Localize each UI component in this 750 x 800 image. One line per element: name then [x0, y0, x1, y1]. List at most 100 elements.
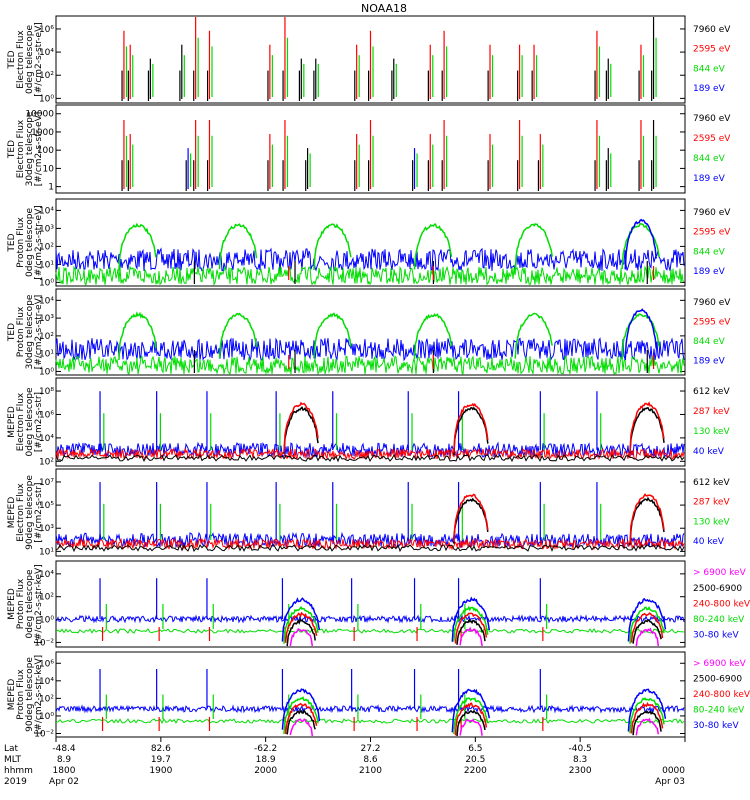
y-tick-label: 10⁰ — [39, 278, 54, 288]
y-tick-label: 10² — [39, 71, 54, 81]
legend-label: 40 keV — [693, 537, 725, 547]
y-tick-label: 10¹ — [39, 260, 54, 270]
y-tick-label: 10⁶ — [39, 25, 54, 35]
proton-arch — [289, 718, 314, 737]
proton-arch — [629, 697, 665, 734]
legend-label: 130 keV — [693, 517, 730, 527]
legend-label: 30-80 keV — [693, 721, 739, 731]
x-tick-label-hhmm: 2200 — [464, 766, 487, 776]
panel-3 — [55, 198, 686, 287]
legend-label: 2500-6900 — [693, 675, 742, 685]
legend-label: 189 eV — [693, 356, 726, 366]
y-axis-label: Electron Flux — [16, 30, 26, 89]
y-tick-label: 10⁶ — [39, 659, 54, 669]
proton-arch — [630, 612, 664, 643]
x-tick-label-hhmm: 1800 — [53, 766, 76, 776]
y-axis-label: Proton Flux — [16, 669, 26, 720]
y-tick-label: 10⁸ — [39, 387, 54, 397]
y-axis-label: [#/cm2-s-str-keV] — [34, 655, 44, 734]
y-axis-label: [#/cm2-s-str] — [34, 482, 44, 542]
x-tick-label-lat: -62.2 — [254, 744, 277, 754]
y-axis-label: TED — [7, 323, 17, 342]
legend-label: > 6900 keV — [693, 568, 747, 578]
proton-arch — [454, 702, 488, 736]
proton-trace-30-80kev — [55, 614, 685, 624]
proton-arch — [624, 308, 657, 361]
electron-arch — [283, 401, 319, 453]
x-tick-label-hhmm: 2300 — [569, 766, 592, 776]
electron-trace-612kev — [55, 543, 685, 553]
y-axis-label: MEPED — [7, 588, 17, 620]
panel-frame — [55, 560, 686, 648]
proton-arch — [413, 313, 453, 359]
proton-arch — [283, 605, 319, 644]
proton-arch — [627, 688, 667, 732]
y-axis-label: Electron Flux — [16, 483, 26, 542]
proton-arch — [630, 701, 664, 734]
legend-label: 844 eV — [693, 64, 726, 74]
x-row-label: MLT — [4, 755, 22, 765]
y-tick-label: 10¹ — [39, 547, 54, 557]
proton-arch — [451, 596, 491, 642]
electron-trace-287kev — [55, 447, 685, 461]
proton-trace-189ev — [55, 337, 685, 362]
x-tick-label-mlt: 20.5 — [465, 755, 485, 765]
y-tick-label: 1 — [48, 183, 54, 193]
y-tick-label: 10⁴ — [39, 206, 54, 216]
y-axis-label: Electron Flux — [16, 392, 26, 451]
legend-label: 612 keV — [693, 478, 730, 488]
x-tick-label-lat: -48.4 — [52, 744, 76, 754]
legend-label: 2595 eV — [693, 317, 731, 327]
legend-label: 2595 eV — [693, 134, 731, 144]
y-axis-label: MEPED — [7, 679, 17, 711]
panel-frame — [55, 651, 686, 738]
y-tick-label: 10⁴ — [39, 296, 54, 306]
legend-label: 40 keV — [693, 447, 725, 457]
proton-arch — [118, 311, 157, 361]
y-tick-label: 10⁶ — [39, 410, 54, 420]
legend-label: 287 keV — [693, 498, 730, 508]
x-tick-label-mlt: 8.9 — [57, 755, 72, 765]
x-tick-label-mlt: 19.7 — [151, 755, 171, 765]
legend-label: 7960 eV — [693, 208, 731, 218]
panel-frame — [55, 104, 686, 194]
proton-arch — [218, 312, 258, 359]
y-tick-label: 10³ — [39, 224, 54, 234]
legend-label: 2595 eV — [693, 228, 731, 238]
y-tick-label: 1000 — [31, 128, 54, 138]
proton-arch — [289, 627, 314, 647]
y-axis-label: 90deg telescope — [25, 657, 35, 732]
x-tick-label-hhmm: 0000 — [662, 766, 685, 776]
proton-arch — [284, 702, 318, 735]
legend-label: 612 keV — [693, 387, 730, 397]
x-tick-label-lat: 82.6 — [151, 744, 171, 754]
y-axis-label: Proton Flux — [16, 306, 26, 357]
x-tick-label-date: Apr 02 — [49, 777, 79, 787]
proton-arch — [627, 597, 667, 642]
panel-7 — [55, 560, 686, 648]
electron-arch — [629, 406, 665, 453]
electron-trace-612kev — [55, 453, 685, 463]
legend-label: 240-800 keV — [693, 690, 750, 700]
proton-trace-189ev — [55, 247, 685, 272]
y-axis-label: Proton Flux — [16, 578, 26, 629]
legend-label: 844 eV — [693, 247, 726, 257]
x-row-label: 2019 — [4, 777, 27, 787]
proton-arch — [514, 223, 553, 271]
y-tick-label: 10¹ — [39, 350, 54, 360]
legend-label: 7960 eV — [693, 114, 731, 124]
proton-arch — [313, 312, 352, 359]
legend-label: 189 eV — [693, 174, 726, 184]
panel-frame — [55, 468, 686, 557]
y-axis-label: TED — [7, 140, 17, 159]
legend-label: 844 eV — [693, 337, 726, 347]
legend-label: 130 keV — [693, 427, 730, 437]
proton-arch — [118, 222, 157, 271]
y-tick-label: 10⁴ — [39, 677, 54, 687]
y-tick-label: 10⁻² — [34, 638, 54, 648]
y-axis-label: 90deg telescope — [25, 475, 35, 550]
legend-label: 80-240 keV — [693, 615, 745, 625]
x-tick-label-mlt: 18.9 — [256, 755, 276, 765]
panel-8 — [55, 651, 686, 738]
